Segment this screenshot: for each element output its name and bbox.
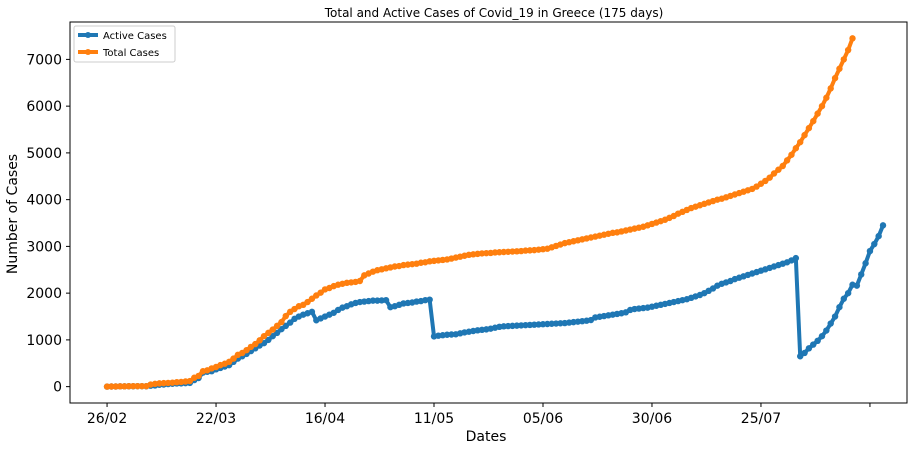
data-point	[814, 337, 821, 345]
y-tick-label: 0	[53, 380, 62, 396]
data-point	[853, 282, 861, 289]
data-point	[849, 35, 856, 42]
data-point	[831, 74, 839, 82]
data-point	[286, 319, 294, 326]
series-total-cases	[103, 35, 856, 390]
y-tick-label: 3000	[26, 239, 62, 255]
data-point	[858, 271, 865, 278]
data-point	[304, 298, 311, 306]
data-point	[282, 322, 289, 330]
x-tick-label: 16/04	[305, 411, 345, 427]
data-point	[801, 131, 808, 139]
data-point	[775, 166, 782, 173]
data-point	[225, 358, 233, 366]
data-point	[827, 85, 834, 92]
data-point	[801, 349, 808, 357]
data-point	[260, 332, 268, 340]
data-point	[871, 240, 878, 248]
data-point	[762, 177, 769, 185]
x-tick-label: 26/02	[87, 411, 127, 427]
x-tick-label: 22/03	[196, 411, 236, 427]
x-tick-label: 30/06	[632, 411, 672, 427]
y-axis-label: Number of Cases	[5, 154, 21, 274]
data-point	[814, 110, 821, 117]
data-point	[273, 322, 281, 330]
y-tick-label: 2000	[26, 286, 62, 302]
data-point	[866, 247, 874, 255]
x-tick-label: 25/07	[741, 411, 781, 427]
data-point	[770, 170, 778, 177]
plot-frame	[69, 21, 908, 404]
data-point	[805, 345, 813, 352]
data-point	[840, 295, 847, 302]
y-tick-label: 6000	[26, 99, 62, 115]
data-point	[195, 372, 202, 380]
data-point	[256, 337, 263, 344]
data-point	[810, 117, 817, 125]
plot-area	[103, 35, 887, 390]
data-point	[317, 289, 324, 296]
legend-label-active: Active Cases	[103, 31, 167, 42]
data-point	[810, 341, 817, 348]
data-point	[382, 296, 390, 304]
data-point	[844, 46, 852, 54]
data-point	[356, 277, 364, 285]
data-point	[879, 222, 887, 229]
data-point	[840, 56, 847, 63]
data-point	[766, 174, 773, 181]
y-tick-label: 7000	[26, 52, 62, 68]
data-point	[265, 329, 272, 337]
data-point	[308, 308, 316, 316]
data-point	[278, 325, 285, 333]
legend-label-total: Total Cases	[102, 48, 159, 59]
chart-title: Total and Active Cases of Covid_19 in Gr…	[324, 6, 664, 20]
data-point	[823, 327, 830, 334]
data-point	[282, 312, 289, 320]
data-point	[818, 332, 826, 340]
legend-marker-total	[85, 49, 91, 55]
data-point	[426, 296, 433, 303]
y-axis: 0 1000 2000 3000 4000 5000 6000 7000	[26, 52, 70, 396]
data-point	[783, 157, 791, 164]
x-tick-label: 05/06	[523, 411, 563, 427]
x-tick-label: 11/05	[414, 411, 454, 427]
y-tick-label: 1000	[26, 333, 62, 349]
data-point	[875, 232, 882, 240]
y-tick-label: 4000	[26, 193, 62, 209]
data-point	[831, 313, 839, 320]
data-point	[797, 138, 804, 146]
data-point	[836, 303, 843, 311]
data-point	[827, 320, 834, 327]
data-point	[797, 353, 804, 360]
data-point	[805, 124, 813, 132]
data-point	[265, 336, 272, 344]
legend-box	[73, 25, 176, 63]
data-point	[269, 332, 276, 340]
data-point	[788, 151, 795, 158]
data-point	[269, 326, 276, 333]
data-point	[792, 254, 800, 262]
data-point	[792, 145, 800, 152]
data-point	[278, 318, 285, 326]
data-point	[836, 65, 843, 72]
data-point	[818, 102, 826, 110]
y-tick-label: 5000	[26, 146, 62, 162]
data-point	[308, 295, 316, 302]
data-point	[252, 340, 259, 348]
data-point	[243, 346, 250, 354]
data-point	[844, 289, 852, 297]
data-point	[273, 329, 281, 337]
data-point	[186, 377, 194, 385]
data-point	[779, 162, 786, 170]
data-point	[823, 94, 830, 101]
x-axis-label: Dates	[466, 429, 507, 445]
legend: Active Cases Total Cases	[73, 25, 176, 63]
x-axis: 26/02 22/03 16/04 11/05 05/06 30/06 25/07	[87, 403, 871, 427]
legend-marker-active	[85, 32, 91, 38]
data-point	[862, 260, 869, 267]
series-line	[105, 36, 855, 389]
data-point	[230, 355, 237, 362]
